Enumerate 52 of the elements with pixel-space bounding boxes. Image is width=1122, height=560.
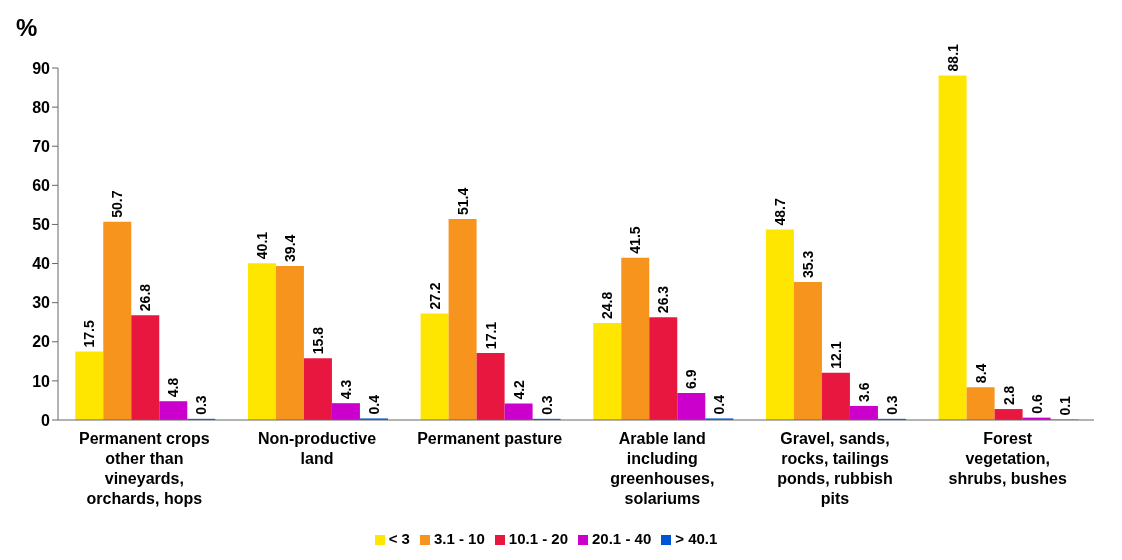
data-label: 0.6 [1028,393,1045,414]
y-tick-label: 30 [32,294,51,312]
data-label: 41.5 [627,226,644,254]
y-tick-label: 20 [32,333,51,351]
data-label: 24.8 [599,291,616,319]
x-tick-label: Forest vegetation, shrubs, bushes [948,430,1067,487]
data-label: 0.1 [1056,395,1073,416]
y-tick-label: 40 [32,255,51,273]
data-label: 50.7 [109,190,126,218]
data-label: 4.8 [165,377,182,398]
data-label: 17.5 [81,320,98,348]
data-label: 4.2 [510,379,527,400]
data-label: 39.4 [281,234,298,262]
legend-label: 20.1 - 40 [592,530,652,547]
x-tick-label: Permanent crops other than vineyards, orchards, hops [78,430,210,507]
data-label: 12.1 [827,341,844,369]
data-label: 51.4 [454,187,471,215]
data-label: 15.8 [309,326,326,355]
y-tick-label: 70 [32,137,51,155]
data-label: 0.4 [711,394,728,415]
x-tick-label: Arable land including greenhouses, solariums [610,430,715,507]
data-label: 4.3 [337,379,354,400]
x-tick-label: Permanent pasture [417,430,563,447]
data-label: 8.4 [972,363,989,384]
data-label: 2.8 [1000,385,1017,406]
legend-label: > 40.1 [675,530,718,547]
y-tick-label: 10 [32,372,51,390]
data-label: 6.9 [683,369,700,390]
legend-label: < 3 [388,530,410,547]
data-label: 0.3 [193,395,210,415]
data-label: 26.3 [655,285,672,314]
legend-label: 3.1 - 10 [433,530,485,547]
legend-label: 10.1 - 20 [508,530,569,547]
data-label: 0.3 [883,395,900,415]
x-tick-label: Non-productive land [257,430,377,467]
y-tick-label: 80 [32,98,51,116]
data-label: 0.3 [538,395,555,415]
y-tick-label: 90 [32,59,51,77]
data-label: 48.7 [771,198,788,226]
data-label: 27.2 [426,282,443,310]
x-tick-label: Gravel, sands, rocks, tailings ponds, rubbish pits [777,430,893,507]
data-label: 35.3 [799,250,816,278]
data-label: 88.1 [944,43,961,72]
data-label: 40.1 [253,231,270,260]
data-label: 0.4 [365,394,382,415]
y-tick-label: 60 [32,177,51,195]
y-tick-label: 0 [41,411,51,429]
data-label: 3.6 [855,382,872,402]
y-tick-label: 50 [32,216,51,234]
data-label: 17.1 [482,321,499,350]
data-label: 26.8 [137,283,154,312]
y-axis-title: % [16,14,38,42]
